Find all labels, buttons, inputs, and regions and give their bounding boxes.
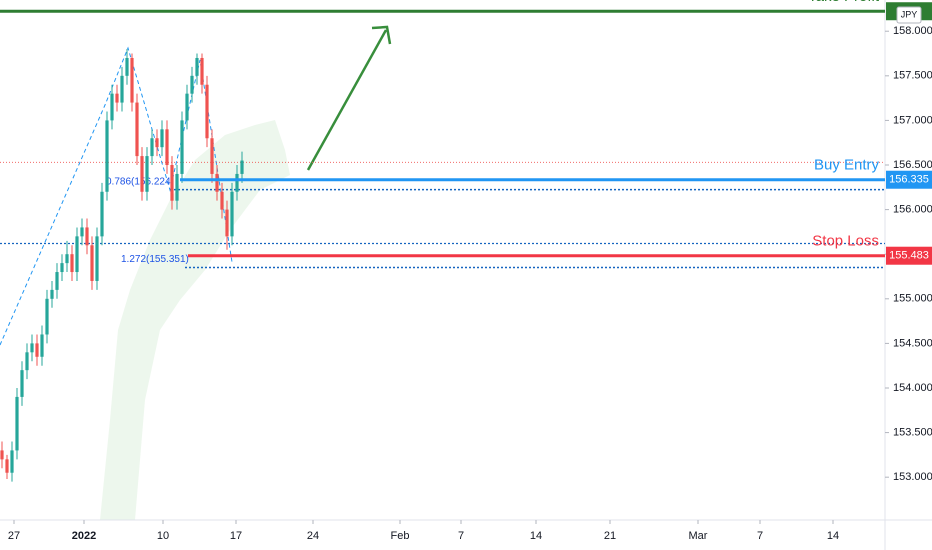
x-tick-label: 14 (827, 530, 839, 542)
x-tick-label: 17 (230, 530, 242, 542)
price-box-label: 156.335 (889, 174, 929, 186)
currency-label: JPY (901, 9, 918, 19)
fib-label: 1.272(155.351) (121, 254, 189, 265)
level-name: Stop Loss (812, 233, 879, 250)
x-tick-label: 2022 (72, 530, 96, 542)
candle-body (10, 450, 14, 473)
candle-body (75, 236, 79, 273)
candle-body (115, 93, 119, 103)
candle-body (85, 227, 89, 246)
y-tick-label: 158.000 (893, 25, 932, 37)
zigzag (0, 46, 233, 346)
candle-body (190, 75, 194, 94)
candle-body (50, 289, 54, 299)
candle-body (5, 459, 9, 473)
candle-body (130, 57, 134, 103)
x-tick-label: Mar (689, 530, 708, 542)
candle-body (0, 450, 4, 460)
candle-body (230, 191, 234, 237)
y-tick-label: 157.000 (893, 114, 932, 126)
candle-body (135, 102, 139, 157)
y-tick-label: 156.500 (893, 159, 932, 171)
x-tick-label: 24 (307, 530, 319, 542)
candle-body (110, 93, 114, 121)
candle-body (20, 370, 24, 397)
x-tick-label: 7 (458, 530, 464, 542)
candle-body (150, 138, 154, 157)
candle-body (140, 156, 144, 192)
price-box-label: 155.483 (889, 250, 929, 262)
candle-body (235, 173, 239, 192)
y-tick-label: 154.000 (893, 382, 932, 394)
candle-body (120, 75, 124, 103)
candle-body (95, 236, 99, 281)
currency-box (896, 6, 922, 24)
candle-body (40, 334, 44, 357)
price-box (886, 246, 932, 265)
candle-body (155, 138, 159, 148)
candle-body (195, 57, 199, 76)
candle-body (25, 352, 29, 371)
candle-body (125, 57, 129, 76)
candle-body (175, 173, 179, 201)
candle-body (30, 343, 34, 353)
x-tick-label: Feb (391, 530, 410, 542)
candle-body (200, 57, 204, 85)
candle-body (65, 254, 69, 264)
candle-body (70, 254, 74, 273)
level-name: Buy Entry (814, 157, 880, 174)
x-tick-label: 7 (757, 530, 763, 542)
candle-body (240, 160, 244, 174)
candle-body (60, 263, 64, 273)
y-tick-label: 155.000 (893, 293, 932, 305)
candle-body (170, 165, 174, 201)
candle-body (165, 129, 169, 166)
fib-label: 0.786(156.224) (106, 176, 174, 187)
candle-body (205, 84, 209, 139)
candle-body (180, 120, 184, 174)
y-tick-label: 153.500 (893, 426, 932, 438)
candle-body (80, 227, 84, 237)
candle-body (210, 138, 214, 174)
candle-body (90, 245, 94, 281)
candle-body (215, 173, 219, 192)
candle-body (160, 129, 164, 148)
candle-body (15, 396, 19, 451)
x-tick-label: 27 (8, 530, 20, 542)
arrow-head (371, 25, 392, 45)
candle-body (45, 298, 49, 335)
y-tick-label: 157.500 (893, 70, 932, 82)
x-tick-label: 21 (604, 530, 616, 542)
candle-body (105, 120, 109, 192)
arrow (306, 29, 388, 171)
candle-body (55, 272, 59, 290)
price-box (886, 170, 932, 189)
level-name: Take Profit (808, 0, 880, 5)
candle-body (185, 93, 189, 121)
candle-body (35, 343, 39, 357)
candle-body (100, 191, 104, 237)
candle-body (145, 156, 149, 192)
x-tick-label: 10 (157, 530, 169, 542)
y-tick-label: 156.000 (893, 204, 932, 216)
x-tick-label: 14 (530, 530, 542, 542)
y-tick-label: 154.500 (893, 337, 932, 349)
y-tick-label: 153.000 (893, 471, 932, 483)
candle-body (220, 191, 224, 210)
candle-body (225, 209, 229, 237)
cloud (100, 120, 290, 520)
